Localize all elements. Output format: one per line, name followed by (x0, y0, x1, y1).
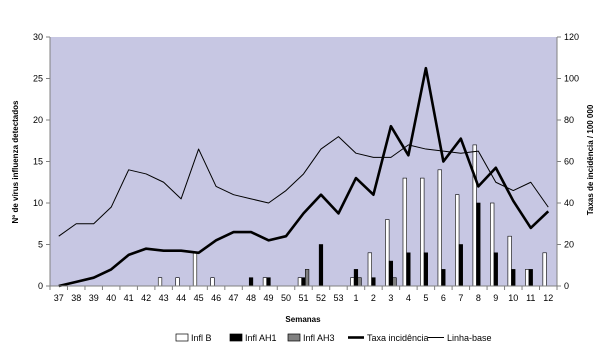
x-tick-label: 42 (141, 293, 151, 303)
x-tick-label: 53 (333, 293, 343, 303)
x-tick-label: 49 (264, 293, 274, 303)
bar-infl-ah1-52 (318, 244, 324, 287)
bar-infl-b-44 (175, 277, 180, 287)
x-tick-label: 7 (458, 293, 463, 303)
x-tick-label: 40 (106, 293, 116, 303)
x-tick-label: 1 (353, 293, 358, 303)
y2-axis-title: Taxas de incidência / 100 000 (586, 104, 595, 215)
x-tick-label: 51 (298, 293, 308, 303)
bar-infl-b-4 (402, 177, 407, 287)
x-tick-label: 47 (229, 293, 239, 303)
bar-infl-ah1-49 (266, 277, 271, 287)
line-linha-base (58, 136, 549, 237)
bar-infl-ah3-3 (392, 277, 397, 287)
bar-infl-b-43 (157, 277, 163, 287)
y2-tick-label: 60 (564, 157, 574, 167)
bar-infl-ah1-3 (388, 260, 394, 287)
legend-label: Infl AH1 (245, 333, 277, 343)
bar-infl-ah3-51 (304, 269, 310, 287)
bar-infl-ah1-9 (493, 252, 498, 287)
bar-infl-ah1-10 (511, 269, 516, 287)
x-tick-label: 9 (493, 293, 498, 303)
x-tick-label: 45 (194, 293, 204, 303)
bar-infl-b-12 (542, 252, 547, 287)
x-tick-label: 52 (316, 293, 326, 303)
x-tick-label: 50 (281, 293, 291, 303)
x-tick-label: 5 (423, 293, 428, 303)
x-tick-label: 2 (371, 293, 376, 303)
bar-infl-ah1-8 (476, 202, 481, 287)
legend-label: Taxa incidência (367, 333, 429, 343)
x-ticks: 37 38 39 40 41 42 43 44 45 46 47 48 49 50 51 52 53 1 2 3 4 5 6… (49, 286, 558, 303)
y2-tick-label: 0 (564, 281, 569, 291)
x-tick-label: 8 (476, 293, 481, 303)
bar-infl-ah3-1 (357, 277, 362, 287)
y2-tick-label: 40 (564, 198, 574, 208)
bar-infl-b-51 (297, 277, 303, 287)
bar-infl-b-7 (455, 194, 460, 287)
bar-infl-b-46 (210, 277, 215, 287)
bar-infl-b-45 (192, 252, 198, 287)
x-tick-label: 43 (159, 293, 169, 303)
bar-infl-ah1-1 (353, 269, 359, 287)
legend-swatch (175, 333, 189, 342)
bar-infl-ah1-7 (458, 244, 463, 287)
bar-infl-ah1-11 (528, 269, 533, 287)
bar-infl-b-10 (507, 235, 512, 287)
bar-infl-ah1-4 (406, 252, 411, 287)
y2-tick-label: 20 (564, 240, 574, 250)
x-tick-label: 48 (246, 293, 256, 303)
bar-infl-ah1-5 (423, 252, 428, 287)
y-tick-label: 30 (33, 32, 43, 42)
x-axis-title: Semanas (285, 315, 321, 324)
legend-swatch (287, 333, 301, 342)
x-tick-label: 46 (211, 293, 221, 303)
bar-infl-b-49 (262, 277, 268, 287)
x-tick-label: 44 (176, 293, 186, 303)
x-tick-label: 41 (124, 293, 134, 303)
x-tick-label: 11 (526, 293, 535, 303)
x-tick-label: 6 (441, 293, 446, 303)
x-tick-label: 4 (406, 293, 411, 303)
bar-infl-ah1-2 (371, 277, 376, 287)
x-tick-label: 37 (54, 293, 64, 303)
bar-infl-b-8 (472, 144, 477, 287)
legend-label: Infl B (191, 333, 212, 343)
bar-infl-b-9 (490, 202, 495, 287)
y2-tick-label: 120 (564, 32, 579, 42)
y-tick-label: 25 (33, 74, 43, 84)
bar-infl-b-5 (420, 177, 425, 287)
y-tick-label: 5 (38, 240, 43, 250)
x-tick-label: 12 (543, 293, 553, 303)
legend: Infl B Infl AH1 Infl AH3 Taxa incidência Lin… (175, 333, 492, 343)
plot-area (50, 37, 557, 286)
y-tick-label: 0 (38, 281, 43, 291)
y-axis-title: Nº de vírus influenza detectados (11, 100, 20, 224)
bar-infl-b-1 (350, 277, 355, 287)
x-tick-label: 10 (508, 293, 518, 303)
x-tick-label: 3 (388, 293, 393, 303)
y2-ticks: 0 20 40 60 80 100 120 (557, 32, 579, 291)
bar-infl-b-3 (385, 219, 390, 287)
y2-tick-label: 80 (564, 115, 574, 125)
line-taxa-incidencia (58, 66, 550, 288)
x-tick-label: 38 (71, 293, 81, 303)
y-ticks: 0 5 10 15 20 25 30 (33, 32, 50, 291)
bar-infl-b-6 (437, 169, 442, 287)
legend-label: Linha-base (447, 333, 492, 343)
bar-infl-b-2 (367, 252, 372, 287)
bar-infl-b-11 (525, 269, 530, 287)
bar-infl-ah1-6 (441, 269, 446, 287)
y2-tick-label: 100 (564, 74, 579, 84)
y-tick-label: 15 (33, 157, 43, 167)
x-tick-label: 39 (89, 293, 99, 303)
y-tick-label: 10 (33, 198, 43, 208)
legend-swatch (229, 333, 243, 342)
lines (58, 66, 550, 288)
bar-infl-ah1-48 (248, 277, 254, 287)
legend-label: Infl AH3 (303, 333, 335, 343)
bar-infl-ah1-51 (301, 277, 306, 287)
y-tick-label: 20 (33, 115, 43, 125)
